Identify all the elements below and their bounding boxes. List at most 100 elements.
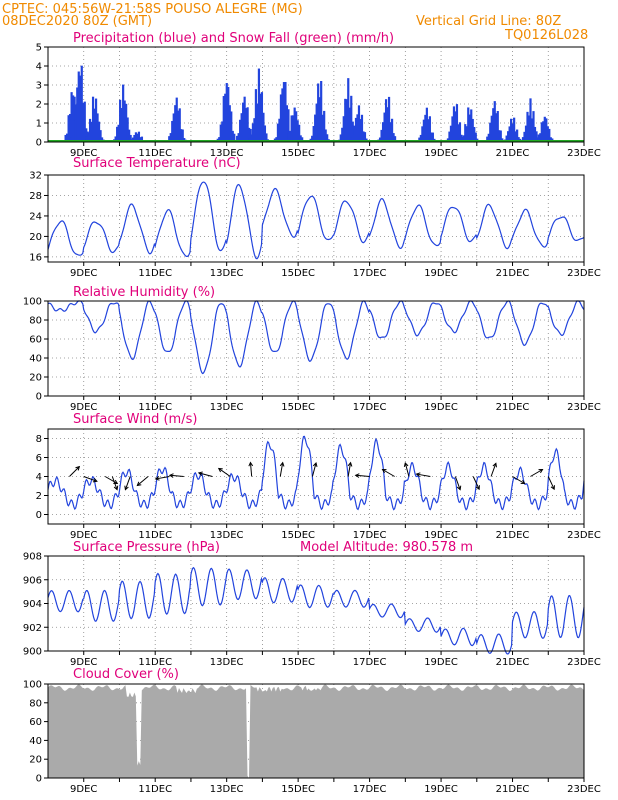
precip-bar	[85, 128, 88, 142]
humidity-ytick-label: 20	[29, 373, 42, 384]
precip-bar	[321, 114, 324, 142]
cloud-title: Cloud Cover (%)	[73, 667, 179, 682]
wind-arrow	[311, 462, 317, 477]
wind-arrow-head	[347, 461, 353, 467]
precip-bar	[317, 83, 320, 142]
humidity-line	[47, 300, 585, 375]
precip-bar	[454, 111, 457, 142]
pressure-xtick-label: 17DEC	[353, 657, 387, 668]
temperature-xtick-label: 11DEC	[138, 268, 172, 279]
precip-bar	[496, 111, 499, 142]
cloud-xtick-label: 17DEC	[353, 784, 387, 795]
precip-bar	[381, 122, 385, 142]
wind-ytick-label: 0	[36, 510, 42, 521]
precip-bar	[362, 131, 365, 142]
temperature-xtick-label: 15DEC	[281, 268, 315, 279]
precip-bar	[545, 118, 548, 142]
wind-arrow	[547, 476, 555, 490]
cloud-xtick-label: 15DEC	[281, 784, 315, 795]
wind-xtick-label: 19DEC	[424, 530, 458, 541]
cloud-xtick-label: 13DEC	[210, 784, 244, 795]
cloud-ytick-label: 100	[23, 680, 42, 691]
temperature-xtick-label: 23DEC	[567, 268, 601, 279]
wind-arrow	[111, 476, 118, 490]
precip-bar	[348, 107, 351, 142]
precip-bar	[486, 136, 489, 142]
precip-title: Precipitation (blue) and Snow Fall (gree…	[73, 31, 394, 46]
pressure-xtick-label: 15DEC	[281, 657, 315, 668]
precip-bar	[240, 113, 243, 142]
precip-bar	[507, 131, 510, 142]
wind-arrow	[355, 474, 370, 477]
humidity-frame	[47, 300, 585, 397]
precip-bar	[318, 97, 321, 142]
cloud-xtick-label: 9DEC	[70, 784, 97, 795]
humidity-ytick-label: 60	[29, 335, 42, 346]
humidity-xtick-label: 11DEC	[138, 402, 172, 413]
precip-bar	[72, 95, 75, 142]
cloud-frame	[47, 683, 585, 779]
precip-bar	[181, 129, 184, 142]
precip-bar	[140, 136, 144, 142]
precip-bar	[114, 136, 117, 142]
precip-bar	[175, 97, 178, 142]
precip-bar	[540, 122, 543, 142]
precip-xtick-label: 17DEC	[353, 148, 387, 159]
humidity-xtick-label: 17DEC	[353, 402, 387, 413]
precip-bar	[458, 122, 462, 142]
humidity-xtick-label: 9DEC	[70, 402, 97, 413]
precip-bar	[315, 103, 318, 142]
wind-ytick-label: 6	[36, 453, 42, 464]
precip-bar	[74, 110, 77, 142]
precip-bar	[90, 121, 93, 142]
pressure-line	[47, 566, 585, 655]
temperature-ytick-label: 20	[29, 232, 42, 243]
precip-bar	[79, 75, 82, 142]
precip-bar	[119, 99, 122, 142]
precip-bar	[526, 111, 529, 142]
precip-bar	[131, 137, 135, 142]
precip-bar	[99, 130, 102, 142]
precip-bar	[363, 132, 367, 142]
pressure-xtick-label: 13DEC	[210, 657, 244, 668]
precip-bar	[535, 131, 538, 142]
precip-bar	[419, 134, 422, 142]
precip-bar	[468, 114, 471, 142]
precip-bar	[487, 133, 490, 142]
wind-panel	[44, 428, 585, 528]
pressure-ytick-label: 906	[23, 575, 42, 586]
wind-arrow-head	[168, 473, 174, 478]
temperature-ytick-label: 32	[29, 171, 42, 182]
precip-bar	[360, 114, 364, 142]
precip-bar	[139, 137, 142, 142]
wind-arrow-head	[312, 461, 318, 467]
cloud-area	[48, 684, 584, 778]
precip-bar	[314, 114, 317, 142]
wind-arrow-head	[381, 468, 387, 474]
precip-bar	[324, 129, 327, 142]
humidity-ytick-label: 100	[23, 297, 42, 308]
precip-bar	[285, 105, 289, 142]
wind-arrow-head	[217, 467, 223, 473]
precip-bar	[222, 96, 225, 142]
precip-bar	[262, 112, 265, 142]
precip-bar	[524, 125, 528, 142]
temperature-xtick-label: 9DEC	[70, 268, 97, 279]
wind-xtick-label: 9DEC	[70, 530, 97, 541]
precip-bar	[470, 109, 473, 142]
wind-arrow	[155, 476, 170, 480]
precip-ytick-label: 3	[36, 81, 42, 92]
precip-bar	[129, 134, 132, 142]
wind-arrow	[124, 476, 131, 490]
precip-bar	[344, 98, 347, 142]
precip-bar	[227, 86, 230, 142]
precip-bar	[389, 122, 392, 142]
wind-arrow	[347, 462, 352, 477]
wind-arrow	[454, 476, 461, 490]
wind-ytick-label: 8	[36, 434, 42, 445]
precip-bar	[508, 126, 511, 142]
precip-bar	[523, 131, 526, 142]
precip-bar	[451, 116, 454, 142]
pressure-ytick-label: 900	[23, 647, 42, 658]
